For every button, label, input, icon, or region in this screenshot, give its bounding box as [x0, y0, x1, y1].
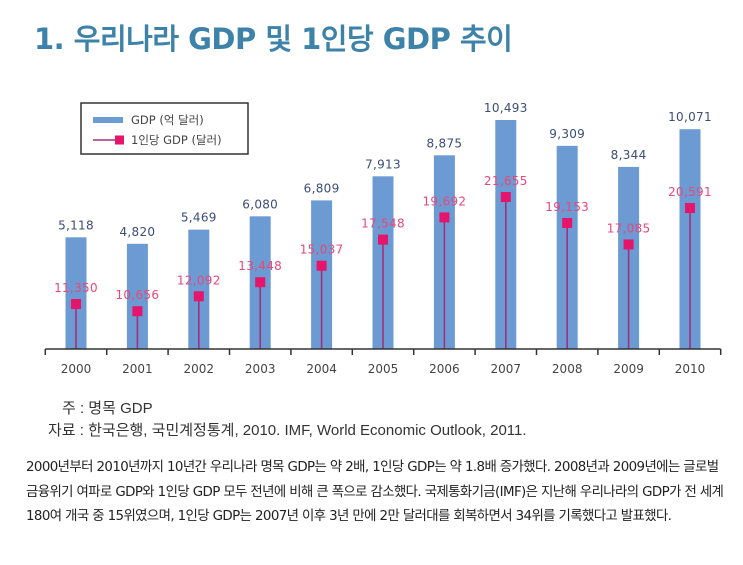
x-tick-label: 2001 — [122, 362, 153, 376]
legend-label-gdp: GDP (억 달러) — [131, 113, 204, 127]
per-capita-value-label: 12,092 — [177, 273, 221, 287]
per-capita-value-label: 19,153 — [545, 200, 589, 214]
per-capita-value-label: 17,085 — [607, 221, 651, 235]
legend-box — [80, 102, 249, 155]
gdp-bar — [188, 229, 210, 349]
per-capita-marker — [623, 239, 634, 250]
x-tick-label: 2005 — [368, 362, 399, 376]
gdp-value-label: 7,913 — [365, 157, 401, 171]
x-tick-label: 2009 — [613, 362, 644, 376]
gdp-value-label: 10,071 — [668, 110, 712, 124]
gdp-value-label: 10,493 — [484, 101, 528, 115]
gdp-value-label: 4,820 — [119, 225, 155, 239]
per-capita-marker — [439, 212, 450, 223]
legend-label-per-capita: 1인당 GDP (달러) — [131, 133, 222, 147]
x-tick-label: 2008 — [552, 362, 583, 376]
x-tick-label: 2010 — [675, 362, 706, 376]
per-capita-marker — [500, 192, 511, 202]
gdp-bar — [126, 243, 148, 349]
per-capita-value-label: 11,350 — [54, 281, 98, 295]
legend: GDP (억 달러) 1인당 GDP (달러) — [80, 102, 249, 155]
per-capita-marker — [193, 291, 204, 302]
per-capita-marker — [132, 306, 143, 317]
gdp-value-label: 6,809 — [304, 181, 340, 195]
x-tick-label: 2003 — [245, 362, 276, 376]
per-capita-value-label: 20,591 — [668, 185, 712, 199]
description-paragraph: 2000년부터 2010년까지 10년간 우리나라 명목 GDP는 약 2배, … — [26, 460, 724, 524]
per-capita-value-label: 21,655 — [484, 174, 528, 188]
x-axis: 2000 2001 2002 2003 2004 2005 2006 2007 2008 2009… — [44, 348, 722, 376]
per-capita-value-label: 17,548 — [361, 217, 405, 231]
per-capita-marker — [255, 277, 266, 288]
x-tick-label: 2004 — [306, 362, 337, 376]
per-capita-marker — [685, 203, 695, 214]
per-capita-value-label: 19,692 — [423, 194, 467, 208]
per-capita-marker — [378, 234, 388, 245]
legend-bar-swatch — [93, 117, 123, 123]
gdp-value-label: 9,309 — [549, 127, 585, 141]
per-capita-value-label: 13,448 — [238, 259, 282, 273]
per-capita-value-label: 15,037 — [300, 243, 344, 257]
x-tick-label: 2002 — [184, 362, 215, 376]
gdp-value-label: 6,080 — [242, 197, 278, 211]
gdp-chart: 5,118 11,350 4,820 10,656 5,469 12,092 6,080 13… — [44, 101, 722, 376]
x-tick-label: 2007 — [491, 362, 522, 376]
chart-notes: 주 : 명목 GDP 자료 : 한국은행, 국민계정통계, 2010. IMF,… — [48, 398, 527, 442]
gdp-bar — [65, 237, 87, 349]
per-capita-marker — [71, 299, 81, 309]
source-text: 자료 : 한국은행, 국민계정통계, 2010. IMF, World Econ… — [48, 422, 527, 439]
note-text: 주 : 명목 GDP — [62, 400, 153, 417]
x-tick-label: 2006 — [429, 362, 460, 376]
legend-marker-swatch — [115, 135, 124, 145]
gdp-value-label: 8,875 — [426, 136, 462, 150]
gdp-value-label: 5,118 — [58, 218, 94, 232]
x-tick-label: 2000 — [61, 362, 92, 376]
gdp-value-label: 8,344 — [611, 148, 647, 162]
chart-title: 1. 우리나라 GDP 및 1인당 GDP 추이 — [34, 22, 513, 56]
gdp-value-label: 5,469 — [181, 211, 217, 225]
per-capita-marker — [316, 260, 327, 271]
per-capita-marker — [562, 217, 573, 228]
bars-layer: 5,118 11,350 4,820 10,656 5,469 12,092 6,080 13… — [54, 101, 712, 349]
per-capita-value-label: 10,656 — [116, 288, 160, 302]
